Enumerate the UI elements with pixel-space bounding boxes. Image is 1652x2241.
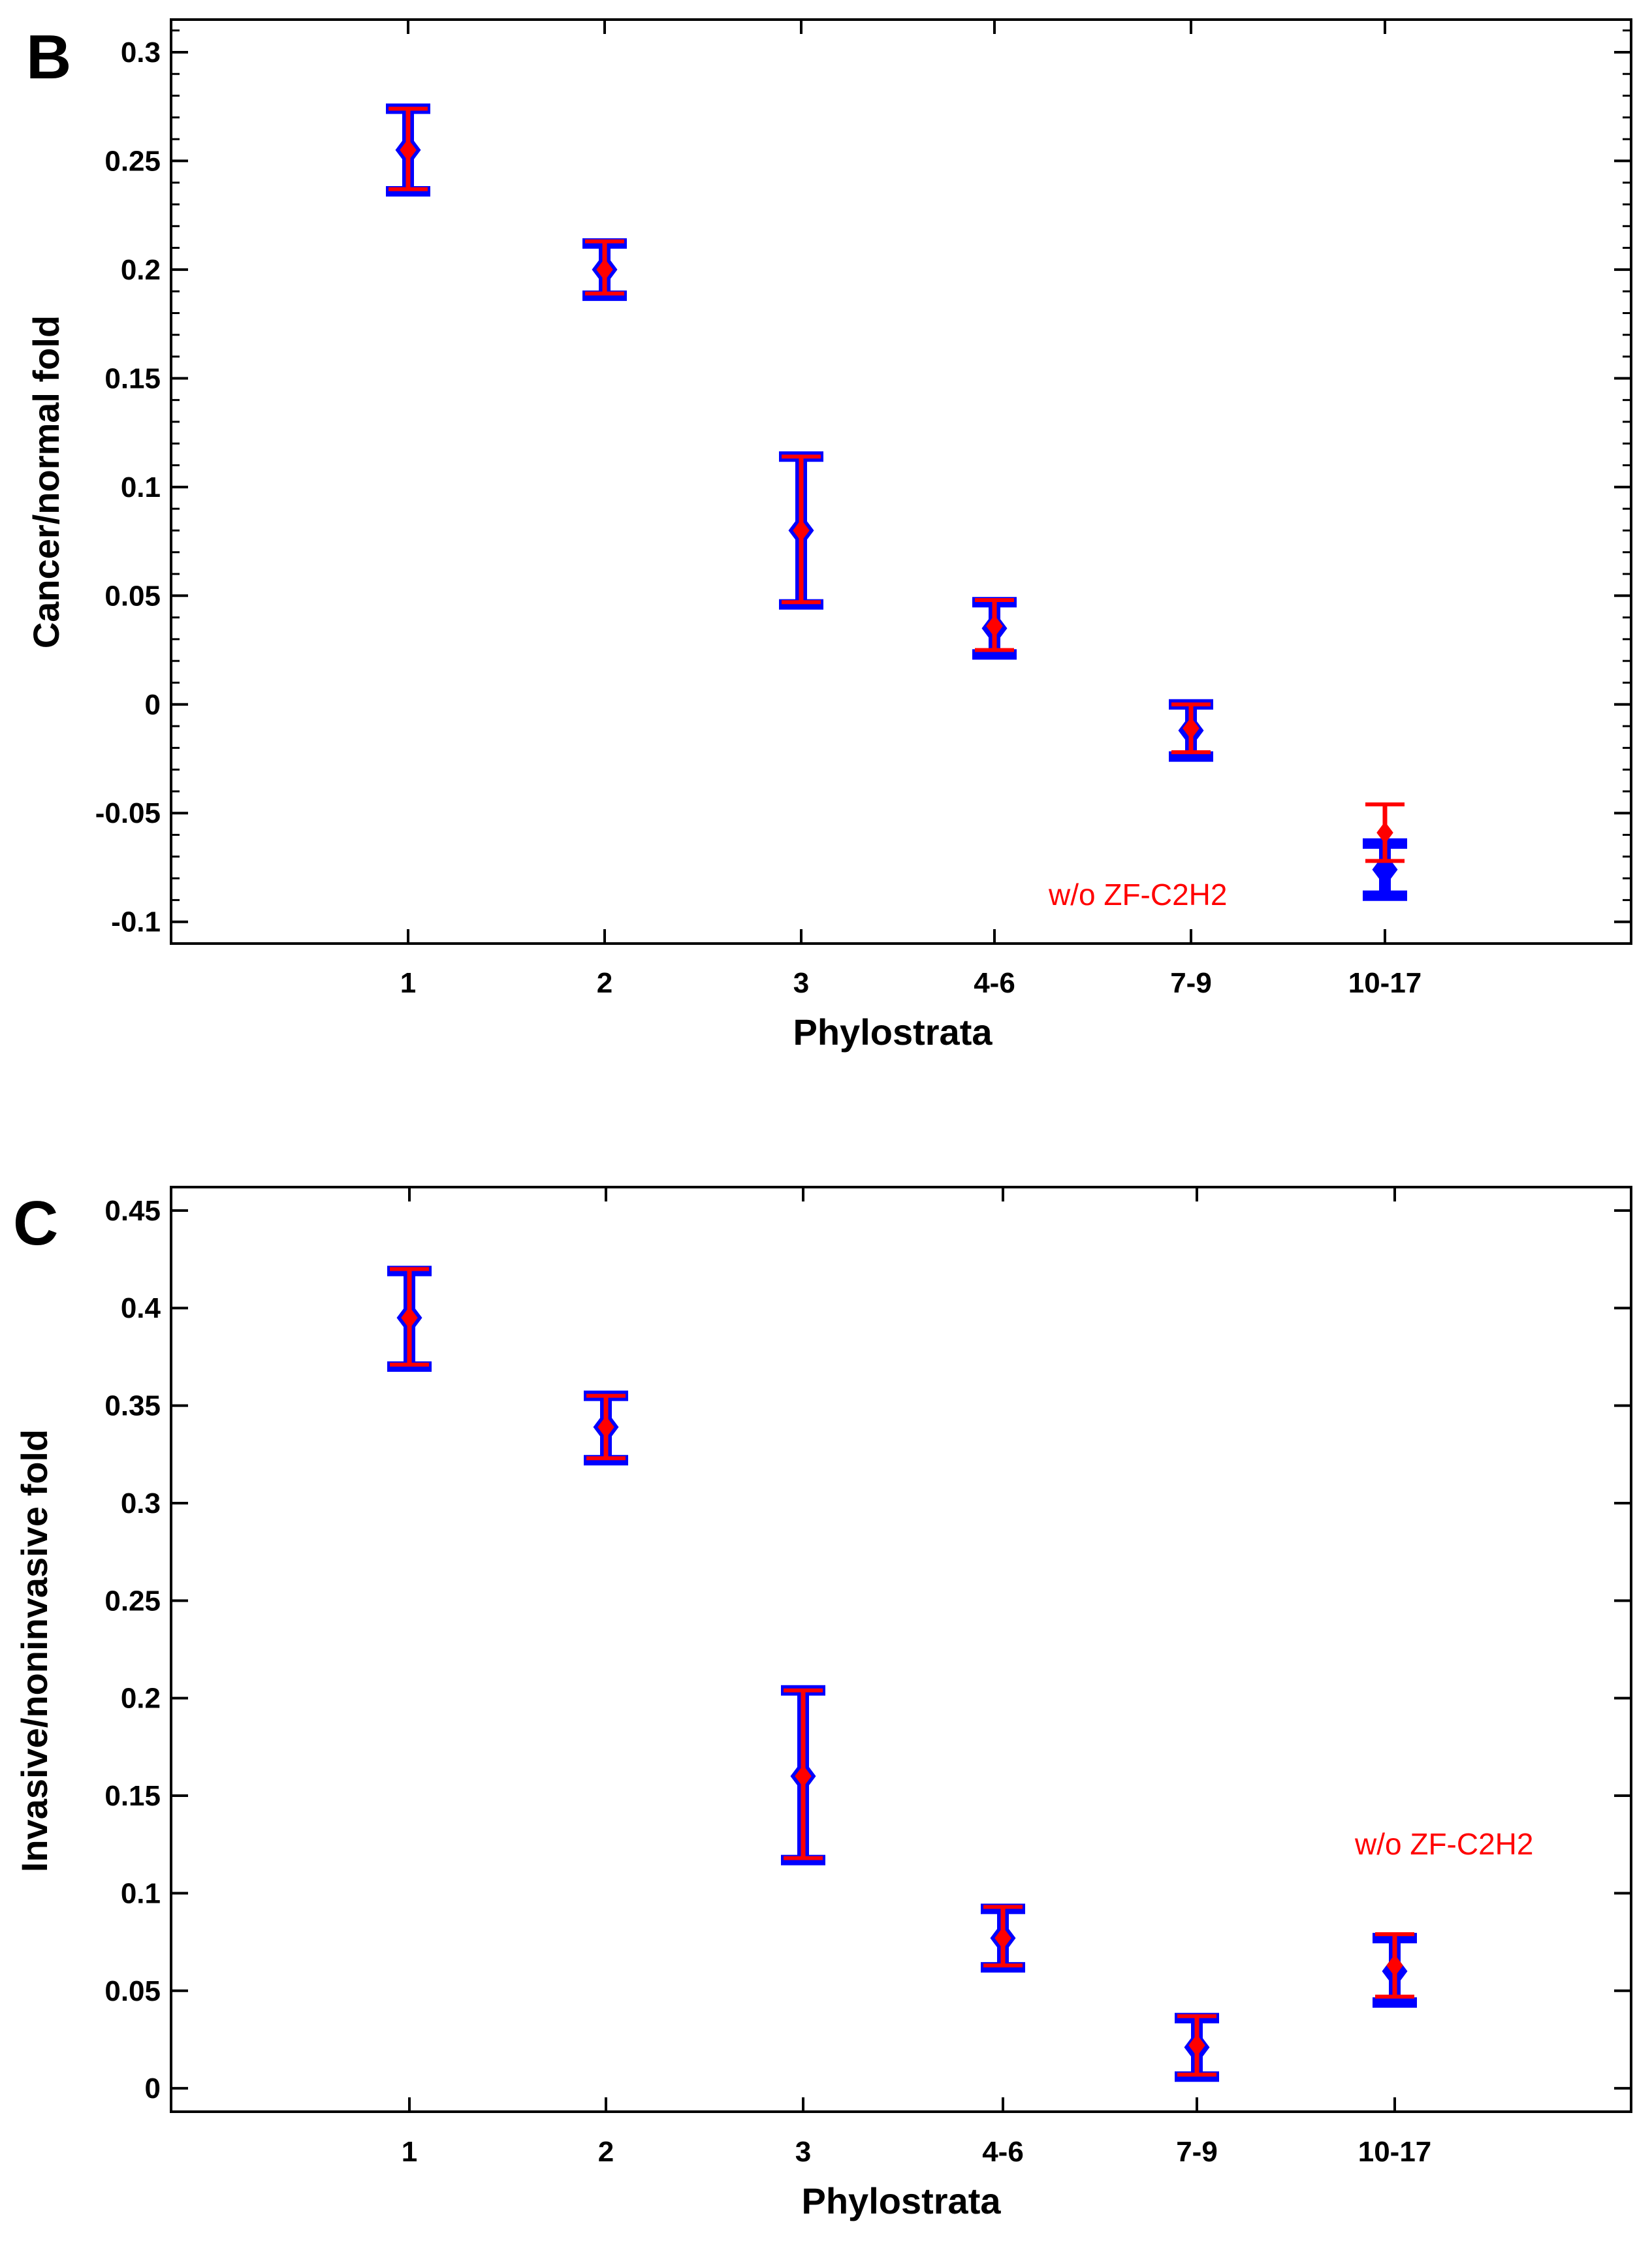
x-tick-label: 3: [793, 967, 809, 999]
data-point-marker: [596, 258, 613, 281]
y-axis-label: Cancer/normal fold: [25, 315, 67, 648]
y-tick-label: 0.4: [121, 1292, 161, 1324]
y-tick-label: 0.35: [104, 1390, 161, 1422]
data-point-marker: [400, 138, 417, 161]
y-tick-label: 0.05: [104, 580, 161, 612]
x-tick-label: 3: [795, 2136, 811, 2168]
y-tick-label: 0.1: [121, 471, 161, 503]
y-tick-label: 0: [145, 689, 161, 721]
data-marks: [387, 1265, 1417, 2082]
annotation-wo-zf-c2h2: w/o ZF-C2H2: [1354, 1827, 1533, 1861]
x-axis-label: Phylostrata: [802, 2180, 1002, 2221]
y-tick-label: 0.25: [104, 145, 161, 177]
panel-letter: C: [13, 1188, 58, 1258]
y-tick-label: 0.15: [104, 1780, 161, 1812]
x-tick-label: 7-9: [1176, 2136, 1218, 2168]
y-tick-label: 0.2: [121, 1683, 161, 1715]
y-tick-label: 0.1: [121, 1877, 161, 1909]
ticks: [171, 1187, 1631, 2112]
ticks: [171, 20, 1631, 944]
y-tick-label: 0.3: [121, 37, 161, 69]
data-marks: [386, 103, 1407, 901]
x-tick-label: 10-17: [1348, 967, 1422, 999]
x-tick-label: 4-6: [974, 967, 1015, 999]
y-tick-label: 0.45: [104, 1195, 161, 1227]
panel-c: C 0 0.05 0.1 0.15 0.2 0.25 0.3 0.35 0.4 0.45 1 2 3 4…: [13, 1186, 1632, 2221]
y-tick-label: 0.15: [104, 362, 161, 394]
y-tick-label: 0: [145, 2073, 161, 2105]
x-tick-label: 10-17: [1358, 2136, 1432, 2168]
panel-letter: B: [26, 22, 71, 92]
y-tick-labels: -0.1 -0.05 0 0.05 0.1 0.15 0.2 0.25 0.3: [95, 37, 161, 938]
x-tick-label: 1: [402, 2136, 417, 2168]
data-point-marker: [793, 519, 810, 542]
x-axis-label: Phylostrata: [793, 1011, 993, 1053]
data-point-marker: [1183, 717, 1199, 740]
data-point-marker: [1188, 2034, 1205, 2057]
annotation-wo-zf-c2h2: w/o ZF-C2H2: [1048, 878, 1227, 912]
data-point-marker: [1376, 821, 1393, 844]
y-tick-labels: 0 0.05 0.1 0.15 0.2 0.25 0.3 0.35 0.4 0.45: [104, 1195, 161, 2105]
data-point-marker: [994, 1927, 1011, 1950]
y-tick-label: -0.1: [111, 906, 161, 938]
plot-frame: [170, 1186, 1632, 2113]
y-tick-label: 0.3: [121, 1487, 161, 1519]
y-axis-label: Invasive/noninvasive fold: [14, 1429, 55, 1872]
y-tick-label: 0.05: [104, 1975, 161, 2007]
data-point-marker: [401, 1307, 418, 1329]
data-point-marker: [597, 1416, 614, 1438]
x-tick-labels: 1 2 3 4-6 7-9 10-17: [400, 967, 1422, 999]
x-tick-labels: 1 2 3 4-6 7-9 10-17: [402, 2136, 1432, 2168]
data-point-marker: [1386, 1954, 1403, 1977]
data-point-marker: [795, 1765, 812, 1788]
x-tick-label: 2: [598, 2136, 614, 2168]
x-tick-label: 4-6: [982, 2136, 1024, 2168]
x-tick-label: 2: [597, 967, 612, 999]
x-tick-label: 1: [400, 967, 416, 999]
y-tick-label: 0.25: [104, 1585, 161, 1617]
y-tick-label: -0.05: [95, 797, 161, 829]
x-tick-label: 7-9: [1170, 967, 1212, 999]
plot-frame: [170, 18, 1632, 945]
panel-b: B -0.1 -0.05 0 0.05 0.1 0.15 0.2 0.25 0.3 1 2 3 4-6…: [25, 18, 1632, 1053]
y-tick-label: 0.2: [121, 254, 161, 286]
data-point-marker: [986, 614, 1003, 637]
